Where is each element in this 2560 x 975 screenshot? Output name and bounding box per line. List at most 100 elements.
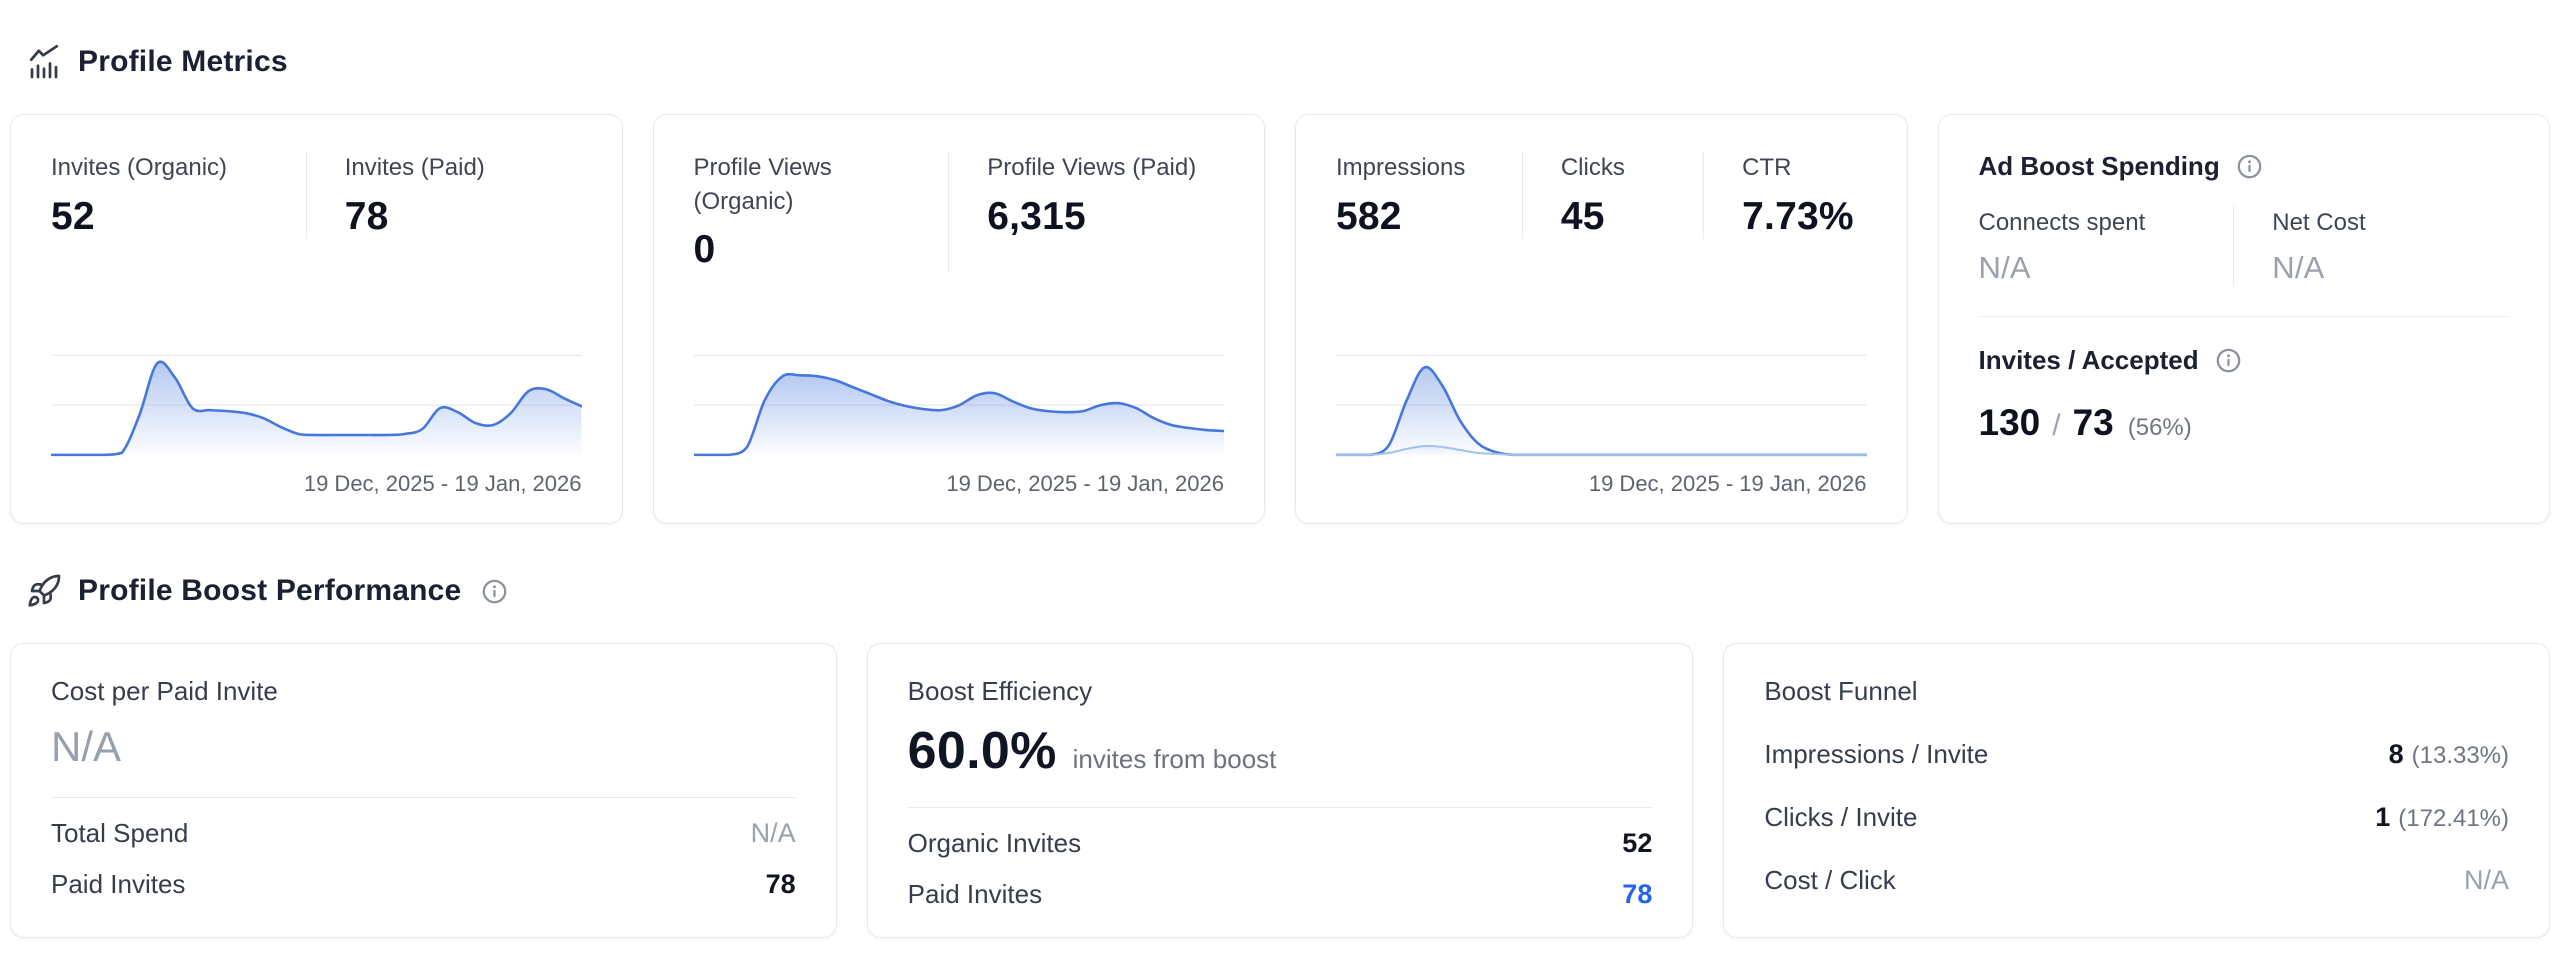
accept-rate: (56%) bbox=[2127, 413, 2192, 441]
invites-accepted-ratio: 130 / 73 (56%) bbox=[1979, 402, 2510, 444]
impressions-sparkline-chart bbox=[1336, 347, 1867, 465]
info-icon[interactable] bbox=[2236, 153, 2263, 180]
stat-value: N/A bbox=[1978, 249, 2031, 285]
stat-value: 6,315 bbox=[987, 194, 1086, 238]
row-value: N/A bbox=[2464, 865, 2510, 895]
stat-clicks: Clicks 45 bbox=[1523, 151, 1703, 239]
stat-divider bbox=[948, 151, 950, 273]
boost-efficiency-card: Boost Efficiency 60.0% invites from boos… bbox=[866, 643, 1694, 938]
cost-per-paid-invite-card: Cost per Paid Invite N/A Total Spend N/A… bbox=[10, 643, 837, 938]
row-label: Clicks / Invite bbox=[1764, 802, 1918, 832]
section-title-boost-performance: Profile Boost Performance bbox=[78, 574, 462, 607]
ad-boost-title-row: Ad Boost Spending bbox=[1979, 151, 2510, 182]
stat-label: Invites (Organic) bbox=[51, 154, 228, 181]
paid-invites-row: Paid Invites 78 bbox=[51, 869, 796, 900]
profile-views-sparkline-chart bbox=[693, 347, 1224, 465]
stat-label: Invites (Paid) bbox=[344, 154, 485, 181]
boost-performance-header: Profile Boost Performance bbox=[26, 569, 2550, 613]
clicks-per-invite-row: Clicks / Invite 1 (172.41%) bbox=[1764, 802, 2509, 833]
row-value-pct: (172.41%) bbox=[2398, 805, 2510, 832]
stat-value: 0 bbox=[693, 228, 716, 272]
impressions-card: Impressions 582 Clicks 45 CTR 7.73% 19 D… bbox=[1295, 114, 1908, 524]
stat-net-cost: Net Cost N/A bbox=[2234, 206, 2509, 286]
stat-divider bbox=[1703, 151, 1705, 239]
stat-connects-spent: Connects spent N/A bbox=[1979, 206, 2234, 286]
cost-per-paid-invite-value: N/A bbox=[51, 723, 122, 770]
stat-value: N/A bbox=[2272, 249, 2325, 285]
invites-stats: Invites (Organic) 52 Invites (Paid) 78 bbox=[51, 151, 582, 239]
boost-efficiency-suffix: invites from boost bbox=[1072, 744, 1277, 774]
row-label: Paid Invites bbox=[51, 869, 186, 899]
info-icon[interactable] bbox=[481, 578, 508, 605]
impressions-sparkline-block: 19 Dec, 2025 - 19 Jan, 2026 bbox=[1336, 347, 1867, 497]
horizontal-divider bbox=[1978, 315, 2509, 317]
date-range-label: 19 Dec, 2025 - 19 Jan, 2026 bbox=[303, 471, 582, 496]
profile-views-sparkline-block: 19 Dec, 2025 - 19 Jan, 2026 bbox=[693, 347, 1224, 497]
total-spend-row: Total Spend N/A bbox=[51, 818, 796, 849]
stat-invites-organic: Invites (Organic) 52 bbox=[51, 151, 306, 239]
top-cards-row: Invites (Organic) 52 Invites (Paid) 78 1… bbox=[10, 114, 2550, 524]
row-value-number: 1 bbox=[2375, 802, 2391, 832]
row-value[interactable]: 78 bbox=[1622, 879, 1653, 909]
row-label: Organic Invites bbox=[907, 828, 1082, 858]
ad-boost-spending-card: Ad Boost Spending Connects spent N/A Net… bbox=[1937, 114, 2550, 524]
boost-efficiency-value-row: 60.0% invites from boost bbox=[908, 721, 1653, 781]
boost-funnel-card: Boost Funnel Impressions / Invite 8 (13.3… bbox=[1723, 643, 2551, 938]
stat-label: Net Cost bbox=[2272, 209, 2366, 236]
stat-value: 582 bbox=[1336, 194, 1402, 238]
invites-count: 130 bbox=[1978, 401, 2041, 443]
invites-sparkline-block: 19 Dec, 2025 - 19 Jan, 2026 bbox=[51, 347, 582, 497]
paid-invites-row: Paid Invites 78 bbox=[908, 879, 1653, 910]
row-value-number: 8 bbox=[2388, 739, 2404, 769]
impressions-per-invite-row: Impressions / Invite 8 (13.33%) bbox=[1764, 739, 2509, 770]
date-range-label: 19 Dec, 2025 - 19 Jan, 2026 bbox=[946, 471, 1224, 496]
organic-invites-row: Organic Invites 52 bbox=[908, 828, 1653, 859]
invites-accepted-title: Invites / Accepted bbox=[1978, 344, 2199, 375]
profile-views-stats: Profile Views (Organic) 0 Profile Views … bbox=[694, 151, 1225, 273]
row-label: Total Spend bbox=[51, 818, 189, 848]
row-value: 1 (172.41%) bbox=[2375, 802, 2509, 833]
stat-label: Profile Views (Paid) bbox=[987, 154, 1197, 181]
invites-sparkline-chart bbox=[51, 347, 582, 465]
stat-divider bbox=[1521, 151, 1523, 239]
invites-accepted-title-row: Invites / Accepted bbox=[1979, 345, 2510, 376]
row-value: 78 bbox=[765, 869, 796, 899]
horizontal-divider bbox=[907, 807, 1653, 808]
stat-label: Profile Views (Organic) bbox=[693, 154, 832, 215]
row-value: 8 (13.33%) bbox=[2389, 739, 2509, 770]
stat-impressions: Impressions 582 bbox=[1336, 151, 1522, 239]
stat-label: Impressions bbox=[1336, 154, 1466, 181]
ratio-separator: / bbox=[2052, 408, 2061, 442]
section-title-profile-metrics: Profile Metrics bbox=[78, 45, 288, 78]
row-value-pct: (13.33%) bbox=[2411, 742, 2510, 769]
boost-efficiency-value: 60.0% bbox=[907, 722, 1057, 780]
stat-value: 45 bbox=[1560, 194, 1605, 238]
invites-card: Invites (Organic) 52 Invites (Paid) 78 1… bbox=[10, 114, 623, 524]
stat-invites-paid: Invites (Paid) 78 bbox=[307, 151, 582, 239]
accepted-count: 73 bbox=[2072, 401, 2114, 443]
stat-label: Connects spent bbox=[1978, 209, 2146, 236]
row-label: Cost / Click bbox=[1764, 865, 1896, 895]
stat-ctr: CTR 7.73% bbox=[1704, 151, 1866, 239]
stat-label: CTR bbox=[1742, 154, 1792, 181]
bottom-cards-row: Cost per Paid Invite N/A Total Spend N/A… bbox=[10, 643, 2551, 938]
row-label: Impressions / Invite bbox=[1764, 739, 1989, 769]
chart-trend-icon bbox=[26, 44, 62, 80]
card-title: Boost Funnel bbox=[1764, 676, 1918, 706]
row-value: N/A bbox=[750, 818, 796, 848]
card-title: Boost Efficiency bbox=[907, 676, 1093, 706]
row-label: Paid Invites bbox=[907, 879, 1043, 909]
stat-value: 7.73% bbox=[1742, 194, 1854, 238]
card-title: Cost per Paid Invite bbox=[51, 676, 278, 706]
row-value: 52 bbox=[1622, 828, 1653, 858]
stat-divider bbox=[2233, 206, 2235, 286]
stat-value: 78 bbox=[344, 194, 389, 238]
ad-boost-stats: Connects spent N/A Net Cost N/A bbox=[1979, 206, 2510, 286]
date-range-label: 19 Dec, 2025 - 19 Jan, 2026 bbox=[1588, 471, 1867, 496]
rocket-icon bbox=[26, 573, 62, 609]
info-icon[interactable] bbox=[2215, 347, 2242, 374]
profile-views-card: Profile Views (Organic) 0 Profile Views … bbox=[652, 114, 1265, 524]
profile-metrics-header: Profile Metrics bbox=[26, 40, 2550, 84]
stat-value: 52 bbox=[51, 194, 95, 238]
stat-profile-views-organic: Profile Views (Organic) 0 bbox=[694, 151, 949, 272]
